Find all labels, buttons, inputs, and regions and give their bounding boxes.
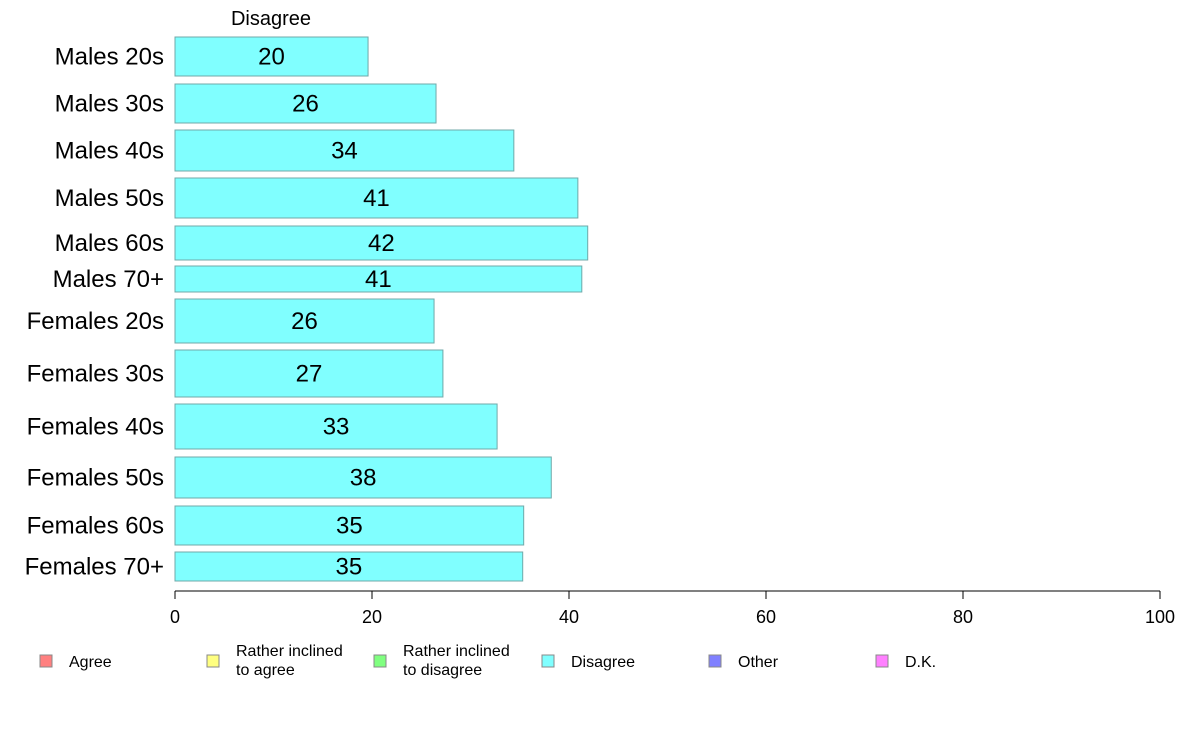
bar [174, 551, 524, 582]
bar [174, 129, 515, 172]
legend-label: Rather inclined to agree [236, 643, 343, 679]
bar-value-label: 41 [363, 185, 390, 212]
category-label: Females 50s [27, 465, 164, 492]
legend-swatch [708, 654, 722, 668]
legend-label: Disagree [571, 654, 635, 671]
bar [174, 265, 583, 293]
bar [174, 349, 444, 398]
category-label: Males 40s [55, 138, 164, 165]
bar-value-label: 35 [336, 513, 363, 540]
bar [174, 298, 435, 344]
category-label: Males 50s [55, 185, 164, 212]
category-labels: Males 20s Males 30s Males 40s Males 50s Male… [25, 44, 164, 581]
bar-value-label: 20 [258, 44, 285, 71]
legend-swatch [373, 654, 387, 668]
legend-swatch [541, 654, 555, 668]
category-label: Females 40s [27, 414, 164, 441]
category-label: Males 70+ [53, 266, 164, 293]
category-label: Males 20s [55, 44, 164, 71]
x-tick-label: 0 [170, 607, 180, 627]
bar-value-label: 42 [368, 230, 395, 257]
legend-swatch [206, 654, 220, 668]
bar [174, 83, 437, 124]
category-label: Females 70+ [25, 554, 164, 581]
x-tick-label: 20 [362, 607, 382, 627]
x-tick-label: 60 [756, 607, 776, 627]
category-label: Females 60s [27, 513, 164, 540]
x-tick-label: 40 [559, 607, 579, 627]
legend-label: D.K. [905, 654, 936, 671]
bar [174, 225, 589, 261]
bar-value-label: 26 [292, 91, 319, 118]
bar-value-label: 27 [296, 361, 323, 388]
bar-value-label: 38 [350, 465, 377, 492]
bar [174, 505, 525, 546]
series-title: Disagree [231, 8, 311, 30]
legend-swatch [39, 654, 53, 668]
bar [174, 403, 498, 450]
bar-value-label: 35 [336, 554, 363, 581]
bar-value-label: 41 [365, 266, 392, 293]
bar [174, 177, 579, 219]
x-tick-label: 80 [953, 607, 973, 627]
legend-label: Rather inclined to disagree [403, 643, 510, 679]
bar-value-label: 33 [323, 414, 350, 441]
legend-swatch [875, 654, 889, 668]
category-label: Females 30s [27, 361, 164, 388]
bar-value-label: 34 [331, 138, 358, 165]
category-label: Males 30s [55, 91, 164, 118]
category-label: Females 20s [27, 308, 164, 335]
legend-label: Agree [69, 654, 112, 671]
bar [174, 36, 369, 77]
x-axis: 0 20 40 60 80 100 [170, 590, 1175, 627]
category-label: Males 60s [55, 230, 164, 257]
x-tick-label: 100 [1145, 607, 1175, 627]
bar-value-label: 26 [291, 308, 318, 335]
bar [174, 456, 552, 499]
legend: Agree Rather inclined to agree Rather incli… [39, 643, 936, 679]
legend-label: Other [738, 654, 779, 671]
